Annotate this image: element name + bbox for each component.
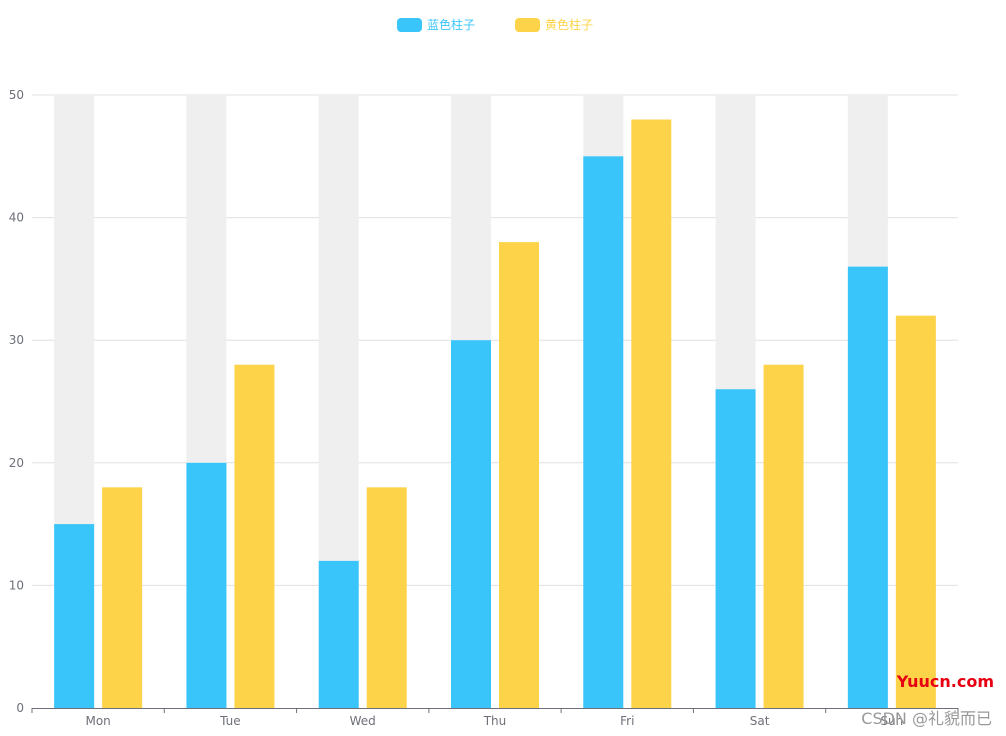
bar-yellow-sun: [895, 315, 936, 708]
y-tick-label: 0: [16, 701, 24, 715]
legend-swatch[interactable]: [515, 18, 540, 32]
y-tick-label: 10: [9, 578, 24, 592]
bar-blue-fri: [583, 156, 624, 709]
bar-blue-thu: [451, 340, 491, 708]
bar-blue-mon: [54, 524, 95, 708]
y-tick-label: 50: [9, 88, 24, 102]
data-bars: [54, 119, 936, 709]
legend-swatch[interactable]: [397, 18, 422, 32]
x-tick-label: Sat: [750, 714, 770, 728]
y-axis-ticks: 0 10 20 30 40 50: [9, 88, 24, 715]
bar-blue-tue: [186, 462, 227, 708]
x-tick-label: Thu: [483, 714, 507, 728]
y-tick-label: 20: [9, 456, 24, 470]
legend-label[interactable]: 黄色柱子: [545, 17, 593, 32]
csdn-watermark: CSDN @礼貌而已: [861, 709, 992, 728]
bar-yellow-fri: [631, 119, 672, 708]
x-tick-label: Wed: [350, 714, 376, 728]
x-axis: Mon Tue Wed Thu Fri Sat Sun: [31, 708, 959, 728]
x-tick-label: Fri: [620, 714, 634, 728]
x-tick-label: Mon: [85, 714, 110, 728]
bar-yellow-tue: [234, 364, 275, 708]
x-tick-label: Sun: [880, 714, 903, 728]
bar-blue-sun: [847, 266, 888, 708]
bar-yellow-thu: [499, 242, 539, 708]
y-tick-label: 40: [9, 211, 24, 225]
bar-yellow-mon: [102, 487, 143, 708]
x-tick-label: Tue: [219, 714, 241, 728]
legend: 蓝色柱子 黄色柱子: [397, 17, 593, 32]
bar-blue-sat: [715, 389, 756, 708]
legend-label[interactable]: 蓝色柱子: [427, 17, 475, 32]
bar-blue-wed: [318, 560, 359, 708]
grid-lines: [32, 94, 958, 586]
site-watermark: Yuucn.com: [896, 672, 994, 691]
bar-yellow-wed: [366, 487, 407, 708]
y-tick-label: 30: [9, 333, 24, 347]
bar-yellow-sat: [763, 364, 804, 708]
